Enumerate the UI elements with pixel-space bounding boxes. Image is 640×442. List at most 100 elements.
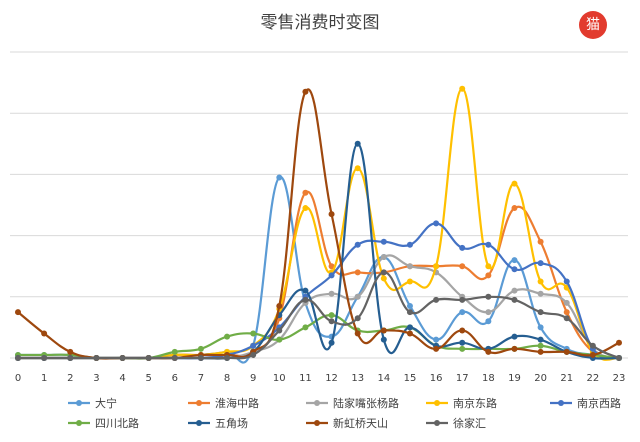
data-point xyxy=(511,296,518,303)
x-tick-label: 6 xyxy=(172,373,178,384)
legend-swatch-marker xyxy=(196,400,202,406)
data-point xyxy=(354,241,361,248)
x-tick-label: 16 xyxy=(430,373,443,384)
legend-item: 四川北路 xyxy=(68,417,139,430)
data-point xyxy=(433,336,440,343)
data-point xyxy=(328,318,335,325)
data-point xyxy=(406,278,413,285)
data-point xyxy=(119,355,126,361)
data-point xyxy=(354,140,361,147)
data-point xyxy=(406,241,413,248)
data-point xyxy=(197,355,204,361)
data-point xyxy=(93,355,100,361)
data-point xyxy=(537,278,544,285)
data-point xyxy=(302,88,309,95)
data-point xyxy=(302,189,309,196)
data-point xyxy=(406,330,413,337)
data-point xyxy=(563,299,570,306)
data-point xyxy=(328,263,335,270)
data-point xyxy=(459,244,466,251)
data-point xyxy=(67,355,74,361)
legend-swatch-marker xyxy=(76,400,82,406)
data-point xyxy=(459,263,466,270)
data-point xyxy=(354,315,361,322)
data-point xyxy=(15,355,21,361)
data-point xyxy=(537,238,544,245)
data-point xyxy=(406,309,413,316)
data-point xyxy=(380,336,387,343)
data-point xyxy=(433,263,440,270)
data-point xyxy=(511,257,518,264)
data-point xyxy=(41,355,48,361)
legend-label: 南京东路 xyxy=(453,396,497,410)
data-point xyxy=(171,348,178,355)
data-point xyxy=(276,336,283,343)
data-point xyxy=(616,355,622,361)
data-point xyxy=(485,272,492,279)
data-point xyxy=(433,345,440,352)
data-point xyxy=(563,348,570,355)
data-point xyxy=(511,266,518,273)
legend-label: 陆家嘴张杨路 xyxy=(333,396,399,410)
data-point xyxy=(459,296,466,303)
data-point xyxy=(589,351,596,358)
x-tick-label: 0 xyxy=(15,373,21,384)
x-tick-label: 8 xyxy=(224,373,230,384)
data-point xyxy=(563,278,570,285)
x-axis: 0 1 2 3 4 5 6 7 8 9 10 11 12 13 14 15 16 17 18 19 20 21 22 23 xyxy=(15,373,626,384)
x-tick-label: 15 xyxy=(404,373,417,384)
data-point xyxy=(354,330,361,337)
data-point xyxy=(145,355,152,361)
data-point xyxy=(485,241,492,248)
legend-label: 新虹桥天山 xyxy=(333,416,388,430)
series-9 xyxy=(15,269,622,361)
data-point xyxy=(354,269,361,276)
legend-item: 大宁 xyxy=(68,396,117,410)
data-point xyxy=(380,238,387,245)
data-point xyxy=(197,345,204,352)
legend-item: 五角场 xyxy=(188,416,248,430)
data-point xyxy=(302,324,309,331)
data-point xyxy=(459,85,466,92)
legend-swatch-marker xyxy=(196,420,202,426)
x-tick-label: 19 xyxy=(508,373,521,384)
legend-item: 新虹桥天山 xyxy=(306,416,388,430)
x-tick-label: 22 xyxy=(587,373,600,384)
data-point xyxy=(15,309,21,316)
data-point xyxy=(537,290,544,297)
legend-label: 五角场 xyxy=(215,416,248,430)
data-point xyxy=(406,263,413,270)
data-point xyxy=(250,330,257,337)
data-point xyxy=(328,290,335,297)
data-point xyxy=(485,348,492,355)
data-point xyxy=(328,339,335,346)
data-point xyxy=(276,302,283,309)
data-point xyxy=(616,339,622,346)
data-point xyxy=(276,327,283,334)
data-point xyxy=(459,309,466,316)
data-point xyxy=(459,339,466,346)
data-point xyxy=(328,211,335,218)
data-point xyxy=(589,342,596,349)
data-point xyxy=(302,205,309,212)
chart-title: 零售消费时变图 xyxy=(260,13,380,33)
x-tick-label: 23 xyxy=(613,373,626,384)
legend-swatch-marker xyxy=(434,400,440,406)
data-point xyxy=(485,263,492,270)
data-point xyxy=(380,269,387,276)
x-tick-label: 9 xyxy=(250,373,256,384)
legend-label: 淮海中路 xyxy=(215,396,259,410)
x-tick-label: 3 xyxy=(93,373,99,384)
data-point xyxy=(511,205,518,212)
legend-label: 徐家汇 xyxy=(453,416,486,430)
data-point xyxy=(459,327,466,334)
series-line xyxy=(18,142,620,360)
x-tick-label: 4 xyxy=(119,373,125,384)
series-lines xyxy=(15,85,622,364)
data-point xyxy=(563,309,570,316)
x-tick-label: 5 xyxy=(145,373,151,384)
data-point xyxy=(406,302,413,309)
data-point xyxy=(433,220,440,227)
legend-item: 淮海中路 xyxy=(188,396,259,410)
